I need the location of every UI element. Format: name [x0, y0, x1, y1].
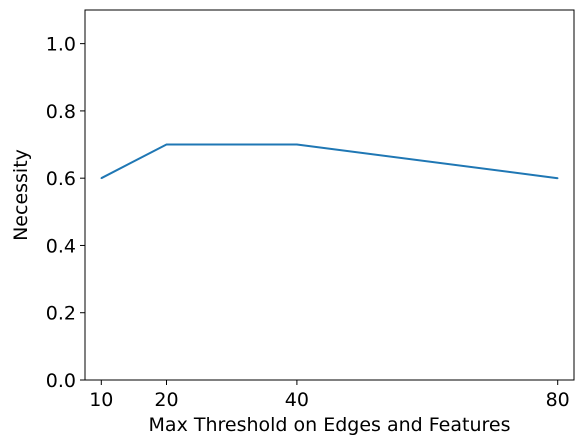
data-point	[296, 143, 298, 146]
y-tick-label: 1.0	[46, 34, 76, 56]
y-tick-label: 0.6	[46, 168, 76, 190]
x-tick-label: 40	[285, 389, 309, 411]
x-tick-label: 80	[546, 389, 570, 411]
y-tick-label: 0.8	[46, 101, 76, 123]
y-tick-label: 0.4	[46, 235, 76, 257]
data-point	[100, 177, 103, 179]
y-tick-label: 0.0	[46, 370, 76, 392]
y-axis-label: Necessity	[10, 149, 32, 241]
x-axis-label: Max Threshold on Edges and Features	[149, 414, 511, 436]
plot-frame	[84, 9, 575, 381]
x-tick-label: 10	[89, 389, 113, 411]
y-tick-label: 0.2	[46, 303, 76, 325]
ticks-layer: 0.0 0.2 0.4 0.6 0.8 1.0 10 20 40 80	[46, 34, 570, 411]
data-point	[556, 177, 559, 179]
data-point	[165, 143, 168, 146]
series-layer	[100, 143, 559, 180]
x-tick-label: 20	[154, 389, 178, 411]
series-line	[100, 143, 558, 180]
